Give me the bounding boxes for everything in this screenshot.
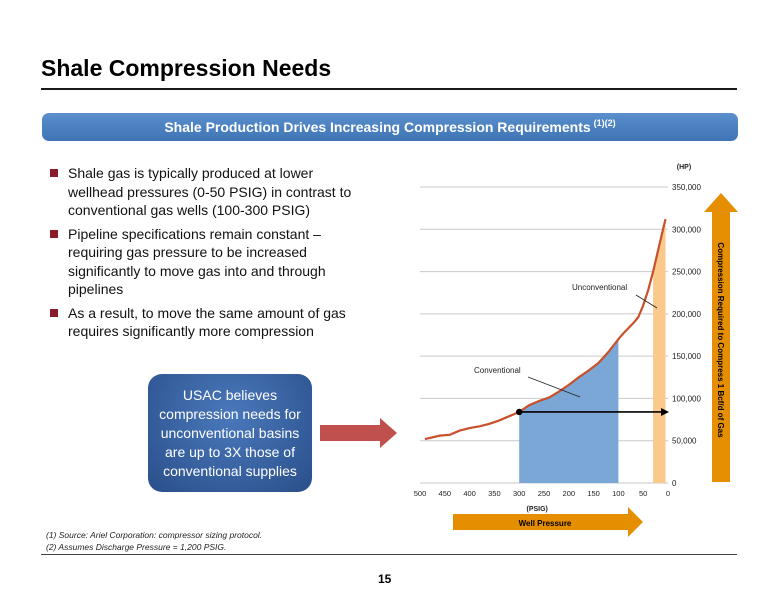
unconventional-leader-line bbox=[635, 294, 658, 309]
x-tick-label: 0 bbox=[666, 489, 670, 498]
x-tick-label: 450 bbox=[439, 489, 452, 498]
y-tick-label: 0 bbox=[672, 479, 677, 488]
x-tick-label: 350 bbox=[488, 489, 501, 498]
x-tick-label: 150 bbox=[587, 489, 600, 498]
bullet-square-icon bbox=[50, 229, 58, 238]
y-tick-label: 250,000 bbox=[672, 268, 701, 277]
y-tick-label: 200,000 bbox=[672, 310, 701, 319]
section-banner: Shale Production Drives Increasing Compr… bbox=[42, 113, 738, 141]
well-pressure-arrow-icon bbox=[453, 507, 643, 537]
x-tick-label: 400 bbox=[463, 489, 476, 498]
unconventional-label: Unconventional bbox=[572, 283, 627, 292]
well-pressure-label: Well Pressure bbox=[519, 519, 572, 528]
compression-axis-label: Compression Required to Compress 1 Bcf/d… bbox=[716, 242, 725, 438]
x-tick-label: 50 bbox=[639, 489, 647, 498]
footnote-1: (1) Source: Ariel Corporation: compresso… bbox=[46, 530, 263, 540]
x-tick-label: 250 bbox=[538, 489, 551, 498]
series-line bbox=[424, 218, 667, 441]
conventional-label: Conventional bbox=[474, 366, 521, 375]
y-tick-label: 350,000 bbox=[672, 183, 701, 192]
bullet-list: Shale gas is typically produced at lower… bbox=[48, 164, 368, 346]
title-divider bbox=[41, 88, 737, 90]
x-tick-label: 500 bbox=[414, 489, 427, 498]
bullet-square-icon bbox=[50, 169, 58, 177]
y-tick-label: 100,000 bbox=[672, 394, 701, 403]
x-tick-label: 100 bbox=[612, 489, 625, 498]
y-tick-label: 50,000 bbox=[672, 437, 697, 446]
pressure-arrow-head bbox=[661, 407, 669, 416]
footnotes: (1) Source: Ariel Corporation: compresso… bbox=[46, 529, 262, 553]
y-tick-label: 150,000 bbox=[672, 352, 701, 361]
x-tick-label: 300 bbox=[513, 489, 526, 498]
bullet-text: As a result, to move the same amount of … bbox=[68, 304, 346, 340]
banner-footnote-ref: (1)(2) bbox=[593, 118, 616, 128]
compression-arrow-icon bbox=[704, 193, 738, 482]
conventional-leader-line bbox=[527, 376, 581, 398]
bullet-item: Pipeline specifications remain constant … bbox=[48, 225, 368, 299]
bullet-text: Shale gas is typically produced at lower… bbox=[68, 165, 352, 218]
callout-arrow-icon bbox=[320, 418, 397, 448]
callout-box: USAC believes compression needs for unco… bbox=[148, 374, 312, 492]
conventional-area bbox=[519, 339, 619, 483]
x-tick-label: 200 bbox=[563, 489, 576, 498]
callout-text: USAC believes compression needs for unco… bbox=[159, 386, 301, 479]
bullet-item: As a result, to move the same amount of … bbox=[48, 304, 368, 341]
bullet-item: Shale gas is typically produced at lower… bbox=[48, 164, 368, 220]
unconventional-area bbox=[653, 219, 666, 483]
x-axis-label: (PSIG) bbox=[527, 506, 548, 513]
page-title: Shale Compression Needs bbox=[41, 55, 332, 81]
banner-text: Shale Production Drives Increasing Compr… bbox=[164, 119, 591, 135]
footer-divider bbox=[41, 554, 737, 555]
y-axis-label: (HP) bbox=[677, 164, 691, 171]
y-tick-label: 300,000 bbox=[672, 225, 701, 234]
page-number: 15 bbox=[378, 572, 392, 586]
footnote-2: (2) Assumes Discharge Pressure = 1,200 P… bbox=[46, 542, 227, 552]
bullet-square-icon bbox=[50, 308, 58, 317]
bullet-text: Pipeline specifications remain constant … bbox=[68, 225, 326, 298]
data-point bbox=[516, 408, 523, 416]
